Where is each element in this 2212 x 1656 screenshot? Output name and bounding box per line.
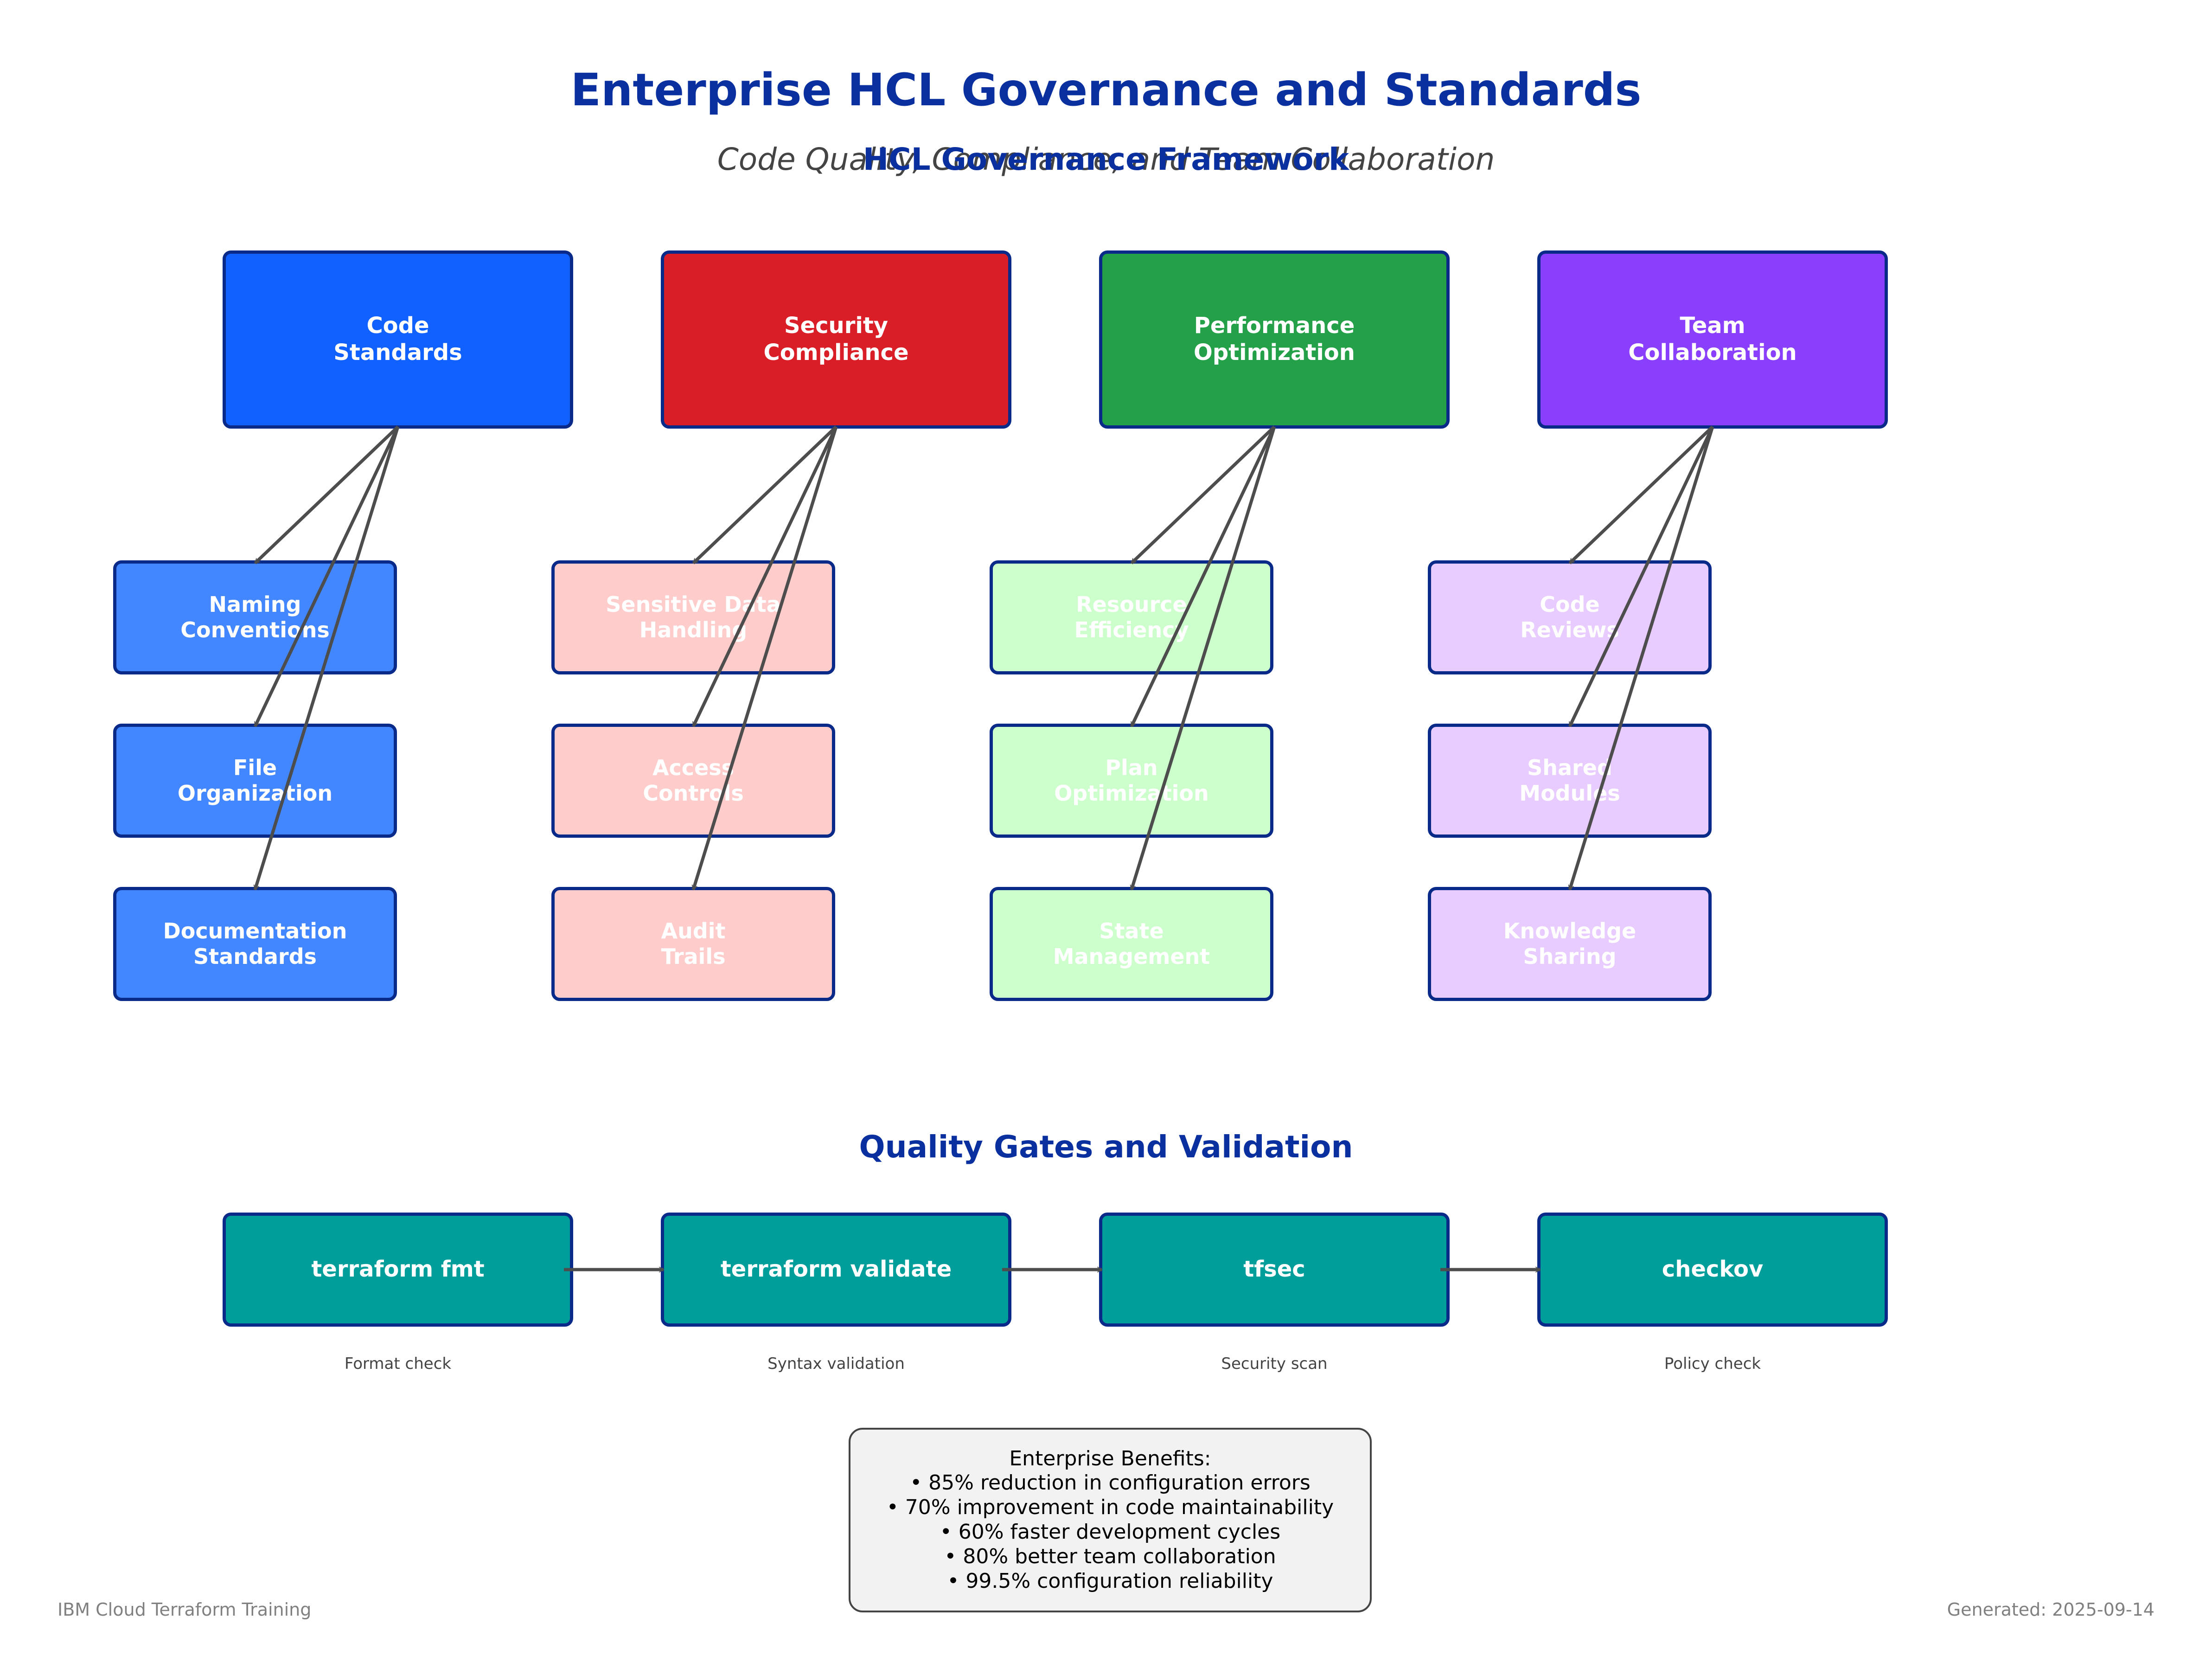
practice-box: Sensitive Data Handling [551, 560, 835, 674]
benefits-box: Enterprise Benefits: • 85% reduction in … [849, 1428, 1372, 1612]
gate-box: terraform fmt [223, 1213, 573, 1327]
practice-box: Access Controls [551, 724, 835, 838]
practice-box: State Management [990, 887, 1273, 1001]
practice-box: Shared Modules [1428, 724, 1712, 838]
practice-box: Documentation Standards [113, 887, 397, 1001]
gate-box: terraform validate [661, 1213, 1011, 1327]
benefit-item: • 70% improvement in code maintainabilit… [886, 1496, 1334, 1520]
benefit-item: • 85% reduction in configuration errors [910, 1471, 1311, 1495]
pillar-arrow [1130, 425, 1276, 565]
gate-caption: Policy check [1664, 1354, 1761, 1373]
gate-caption: Syntax validation [767, 1354, 905, 1373]
gate-box: checkov [1537, 1213, 1888, 1327]
pillar-box: Performance Optimization [1099, 250, 1450, 429]
practice-box: Code Reviews [1428, 560, 1712, 674]
page-title: Enterprise HCL Governance and Standards [570, 64, 1642, 116]
pillar-box: Security Compliance [661, 250, 1011, 429]
footer-right: Generated: 2025-09-14 [1947, 1599, 2154, 1620]
footer-left: IBM Cloud Terraform Training [58, 1599, 312, 1620]
benefits-heading: Enterprise Benefits: [1009, 1446, 1211, 1470]
page-subtitle: Code Quality, Compliance, and Team Colla… [717, 141, 1495, 177]
gate-caption: Format check [344, 1354, 452, 1373]
practice-box: Naming Conventions [113, 560, 397, 674]
pillar-box: Team Collaboration [1537, 250, 1888, 429]
gate-box: tfsec [1099, 1213, 1450, 1327]
benefit-item: • 99.5% configuration reliability [947, 1569, 1273, 1593]
pillar-box: Code Standards [223, 250, 573, 429]
pillar-arrow [1568, 425, 1714, 565]
benefit-item: • 80% better team collaboration [944, 1544, 1276, 1568]
benefit-item: • 60% faster development cycles [940, 1520, 1281, 1544]
practice-box: Plan Optimization [990, 724, 1273, 838]
framework-title: HCL Governance Framework [863, 141, 1349, 177]
pillar-arrow [254, 425, 399, 565]
practice-box: Resource Efficiency [990, 560, 1273, 674]
practice-box: Knowledge Sharing [1428, 887, 1712, 1001]
gate-caption: Security scan [1221, 1354, 1328, 1373]
practice-box: File Organization [113, 724, 397, 838]
quality-gates-title: Quality Gates and Validation [859, 1129, 1353, 1165]
practice-box: Audit Trails [551, 887, 835, 1001]
pillar-arrow [692, 425, 837, 565]
